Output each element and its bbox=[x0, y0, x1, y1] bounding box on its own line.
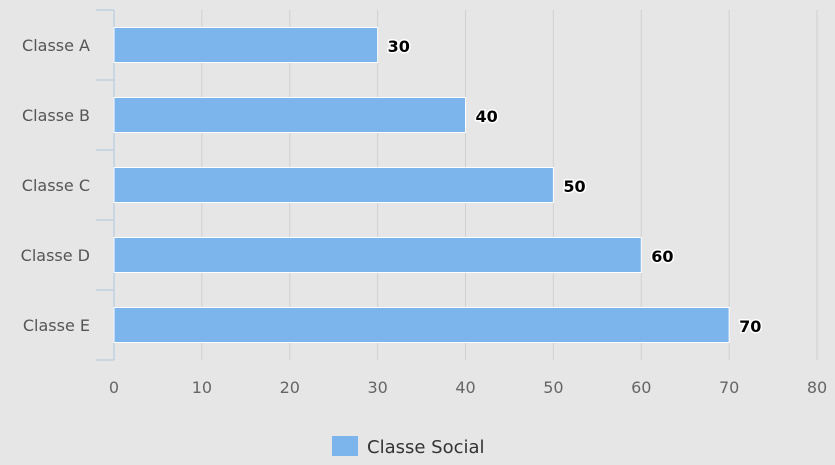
data-label: 40 bbox=[476, 107, 498, 126]
legend[interactable]: Classe Social bbox=[332, 436, 485, 458]
data-label: 60 bbox=[651, 247, 673, 266]
x-tick-label: 50 bbox=[543, 378, 563, 397]
category-label: Classe C bbox=[22, 176, 90, 195]
x-tick-label: 30 bbox=[367, 378, 387, 397]
category-label: Classe E bbox=[23, 316, 90, 335]
bar-classe-b[interactable] bbox=[113, 97, 466, 133]
bar-classe-e[interactable] bbox=[113, 307, 730, 343]
data-label: 70 bbox=[739, 317, 761, 336]
bar-classe-d[interactable] bbox=[113, 237, 642, 273]
x-tick-label: 80 bbox=[807, 378, 827, 397]
x-tick-label: 10 bbox=[192, 378, 212, 397]
legend-swatch[interactable] bbox=[332, 436, 358, 456]
x-tick-label: 60 bbox=[631, 378, 651, 397]
y-axis bbox=[96, 9, 115, 361]
bars bbox=[113, 27, 730, 343]
x-tick-label: 40 bbox=[455, 378, 475, 397]
category-labels: Classe A Classe B Classe C Classe D Classe E bbox=[21, 36, 90, 335]
category-label: Classe D bbox=[21, 246, 90, 265]
bar-classe-c[interactable] bbox=[113, 167, 554, 203]
category-label: Classe B bbox=[22, 106, 90, 125]
data-label: 30 bbox=[388, 37, 410, 56]
x-tick-label: 20 bbox=[280, 378, 300, 397]
category-label: Classe A bbox=[22, 36, 90, 55]
x-axis-tick-labels: 0 10 20 30 40 50 60 70 80 bbox=[109, 378, 827, 397]
bar-classe-a[interactable] bbox=[113, 27, 379, 63]
legend-label[interactable]: Classe Social bbox=[367, 437, 485, 458]
data-label: 50 bbox=[563, 177, 585, 196]
data-labels: 30 40 50 60 70 bbox=[386, 36, 763, 338]
x-tick-label: 70 bbox=[719, 378, 739, 397]
x-tick-label: 0 bbox=[109, 378, 119, 397]
